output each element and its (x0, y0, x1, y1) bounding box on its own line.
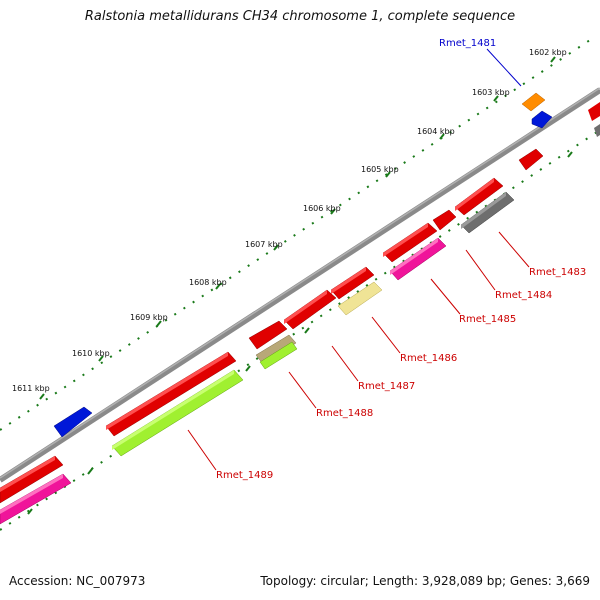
gene-label-rmet-1489[interactable]: Rmet_1489 (216, 470, 273, 481)
gene-magenta-1485[interactable] (389, 237, 447, 281)
chromosome-backbone (0, 87, 600, 483)
gene-khaki-1486[interactable] (337, 281, 383, 316)
gene-red-1483a[interactable] (518, 148, 544, 171)
gene-orange[interactable] (521, 92, 546, 112)
gene-red-bottom-left[interactable] (0, 455, 64, 504)
kbp-label: 1602 kbp (529, 48, 567, 57)
gene-label-rmet-1488[interactable]: Rmet_1488 (316, 408, 373, 419)
label-leader-lines (187, 48, 530, 471)
outer-major-ticks (39, 56, 556, 400)
kbp-label: 1605 kbp (361, 165, 399, 174)
gene-gray-1483[interactable] (460, 191, 515, 234)
kbp-labels: 1602 kbp 1603 kbp 1604 kbp 1605 kbp 1606… (12, 48, 567, 393)
gene-lime-1489[interactable] (111, 369, 244, 457)
forward-genes (53, 92, 600, 438)
gene-gray-top-right[interactable] (594, 124, 600, 137)
gene-red-1488b[interactable] (248, 320, 288, 350)
gene-blue-1481[interactable] (531, 110, 553, 129)
kbp-label: 1604 kbp (417, 127, 455, 136)
gene-label-rmet-1484[interactable]: Rmet_1484 (495, 290, 552, 301)
gene-red-top-right[interactable] (588, 102, 600, 121)
kbp-label: 1607 kbp (245, 240, 283, 249)
map-title: Ralstonia metallidurans CH34 chromosome … (84, 9, 516, 24)
gene-red-1486a[interactable] (382, 222, 438, 263)
kbp-label: 1603 kbp (472, 88, 510, 97)
kbp-label: 1610 kbp (72, 349, 110, 358)
gene-red-1488a[interactable] (283, 289, 337, 330)
gene-label-rmet-1487[interactable]: Rmet_1487 (358, 381, 415, 392)
gene-tan-1487[interactable] (255, 334, 297, 365)
gene-red-1485a[interactable] (432, 209, 457, 231)
gene-red-1489[interactable] (105, 351, 237, 437)
gene-red-1484[interactable] (454, 177, 504, 216)
gene-label-rmet-1486[interactable]: Rmet_1486 (400, 353, 457, 364)
reverse-genes (0, 148, 544, 525)
gene-magenta-bottom-left[interactable] (0, 473, 72, 525)
kbp-label: 1609 kbp (130, 313, 168, 322)
kbp-label: 1611 kbp (12, 384, 50, 393)
gene-label-rmet-1485[interactable]: Rmet_1485 (459, 314, 516, 325)
gene-label-rmet-1483[interactable]: Rmet_1483 (529, 267, 586, 278)
sequence-summary: Topology: circular; Length: 3,928,089 bp… (260, 574, 590, 588)
kbp-label: 1606 kbp (303, 204, 341, 213)
gene-label-rmet-1481[interactable]: Rmet_1481 (439, 38, 496, 49)
gene-labels: Rmet_1481 Rmet_1483 Rmet_1484 Rmet_1485 … (216, 38, 586, 481)
gene-red-1487a[interactable] (330, 266, 375, 300)
kbp-label: 1608 kbp (189, 278, 227, 287)
accession-text: Accession: NC_007973 (9, 574, 146, 588)
outer-tick-ruler (0, 39, 591, 431)
gene-lime-1488[interactable] (259, 341, 298, 370)
gene-blue-left[interactable] (53, 406, 93, 438)
